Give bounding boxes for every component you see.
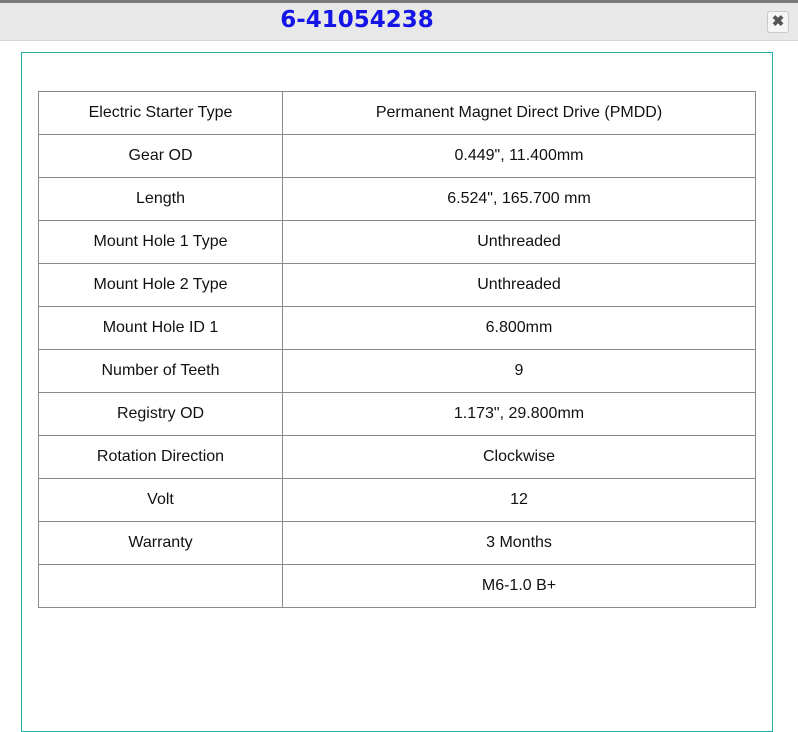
table-row: Number of Teeth 9	[38, 349, 756, 393]
spec-value: M6-1.0 B+	[282, 564, 756, 608]
table-row: Mount Hole 1 Type Unthreaded	[38, 220, 756, 264]
spec-label: Volt	[38, 478, 283, 522]
spec-value: Unthreaded	[282, 220, 756, 264]
table-row: Electric Starter Type Permanent Magnet Di…	[38, 91, 756, 135]
spec-label: Gear OD	[38, 134, 283, 178]
spec-label: Registry OD	[38, 392, 283, 436]
table-row: Registry OD 1.173", 29.800mm	[38, 392, 756, 436]
spec-value: Unthreaded	[282, 263, 756, 307]
table-row: Gear OD 0.449", 11.400mm	[38, 134, 756, 178]
spec-value: 6.524", 165.700 mm	[282, 177, 756, 221]
spec-label	[38, 564, 283, 608]
spec-value: 0.449", 11.400mm	[282, 134, 756, 178]
dialog-titlebar: 6-41054238 ✖	[0, 3, 798, 41]
table-row: Volt 12	[38, 478, 756, 522]
spec-label: Mount Hole 2 Type	[38, 263, 283, 307]
spec-value: Clockwise	[282, 435, 756, 479]
table-row: Mount Hole 2 Type Unthreaded	[38, 263, 756, 307]
spec-value: 6.800mm	[282, 306, 756, 350]
spec-value: 3 Months	[282, 521, 756, 565]
close-icon: ✖	[771, 13, 785, 30]
spec-label: Warranty	[38, 521, 283, 565]
table-row: Rotation Direction Clockwise	[38, 435, 756, 479]
table-row: Mount Hole ID 1 6.800mm	[38, 306, 756, 350]
spec-label: Mount Hole ID 1	[38, 306, 283, 350]
spec-label: Rotation Direction	[38, 435, 283, 479]
dialog-title: 6-41054238	[280, 7, 434, 33]
spec-value: 1.173", 29.800mm	[282, 392, 756, 436]
table-row: M6-1.0 B+	[38, 564, 756, 608]
table-row: Warranty 3 Months	[38, 521, 756, 565]
spec-table: Electric Starter Type Permanent Magnet Di…	[38, 91, 756, 608]
close-button[interactable]: ✖	[767, 11, 789, 33]
spec-label: Number of Teeth	[38, 349, 283, 393]
spec-value: 9	[282, 349, 756, 393]
window-top-border	[0, 0, 798, 3]
table-row: Length 6.524", 165.700 mm	[38, 177, 756, 221]
spec-label: Length	[38, 177, 283, 221]
spec-panel: Electric Starter Type Permanent Magnet Di…	[21, 52, 773, 732]
spec-value: Permanent Magnet Direct Drive (PMDD)	[282, 91, 756, 135]
spec-label: Mount Hole 1 Type	[38, 220, 283, 264]
spec-label: Electric Starter Type	[38, 91, 283, 135]
spec-value: 12	[282, 478, 756, 522]
